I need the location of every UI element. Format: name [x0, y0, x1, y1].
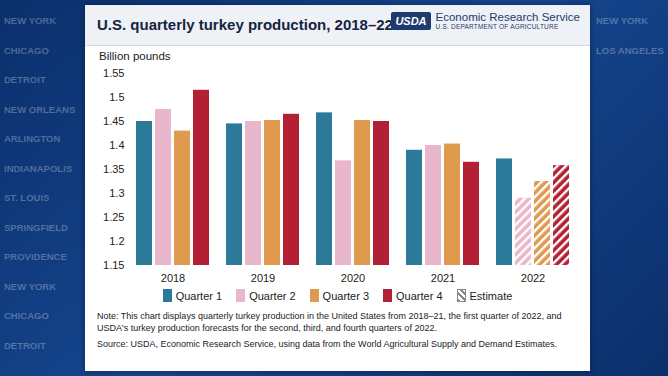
- html-text:DETROIT: DETROIT: [4, 74, 46, 85]
- svg-text:2022: 2022: [521, 272, 545, 284]
- html-text:LOS ANGELES: LOS ANGELES: [596, 44, 664, 56]
- html-text:NEW YORK: NEW YORK: [4, 15, 57, 26]
- html-text:NEW ORLEANS: NEW ORLEANS: [4, 103, 76, 115]
- svg-text:1.55: 1.55: [103, 67, 124, 79]
- html-text:U.S. DEPARTMENT OF AGRICULTURE: U.S. DEPARTMENT OF AGRICULTURE: [435, 23, 559, 30]
- svg-text:1.2: 1.2: [109, 235, 124, 247]
- html-text:Billion pounds: Billion pounds: [99, 50, 171, 62]
- html-text:Economic Research Service: Economic Research Service: [435, 11, 580, 23]
- html-text:PROVIDENCE: PROVIDENCE: [4, 251, 67, 262]
- svg-text:1.5: 1.5: [109, 91, 124, 103]
- html-text:NEW YORK: NEW YORK: [596, 15, 649, 26]
- html-text:INDIANAPOLIS: INDIANAPOLIS: [4, 162, 73, 174]
- svg-text:1.45: 1.45: [103, 115, 124, 127]
- html-text:Quarter 3: Quarter 3: [322, 289, 370, 302]
- html-text:ST. LOUIS: ST. LOUIS: [4, 192, 50, 203]
- svg-text:1.3: 1.3: [109, 187, 124, 199]
- svg-text:2021: 2021: [431, 272, 455, 284]
- svg-text:1.25: 1.25: [103, 211, 124, 223]
- html-text:NEW YORK: NEW YORK: [4, 280, 57, 292]
- html-text:Note: This chart displays quar: Note: This chart displays quarterly turk…: [97, 311, 562, 333]
- html-text:Quarter 1: Quarter 1: [175, 289, 223, 302]
- html-text:Quarter 2: Quarter 2: [249, 289, 296, 302]
- svg-text:1.4: 1.4: [109, 139, 124, 151]
- html-text:Source: USDA, Economic Researc: Source: USDA, Economic Research Service,…: [97, 339, 557, 349]
- svg-text:2018: 2018: [161, 272, 185, 284]
- html-text:U.S. quarterly turkey producti: U.S. quarterly turkey production, 2018–2…: [97, 14, 427, 33]
- html-text:CHICAGO: CHICAGO: [4, 310, 49, 321]
- html-text:Estimate: Estimate: [469, 289, 513, 302]
- html-text:Quarter 4: Quarter 4: [396, 289, 443, 302]
- svg-text:2019: 2019: [251, 272, 275, 284]
- html-text:ARLINGTON: ARLINGTON: [4, 133, 61, 144]
- svg-text:1.35: 1.35: [103, 163, 124, 175]
- svg-text:1.15: 1.15: [103, 259, 124, 271]
- html-text:DETROIT: DETROIT: [4, 339, 46, 351]
- html-text:SPRINGFIELD: SPRINGFIELD: [4, 221, 68, 233]
- html-text:CHICAGO: CHICAGO: [4, 44, 49, 56]
- svg-text:2020: 2020: [341, 272, 365, 284]
